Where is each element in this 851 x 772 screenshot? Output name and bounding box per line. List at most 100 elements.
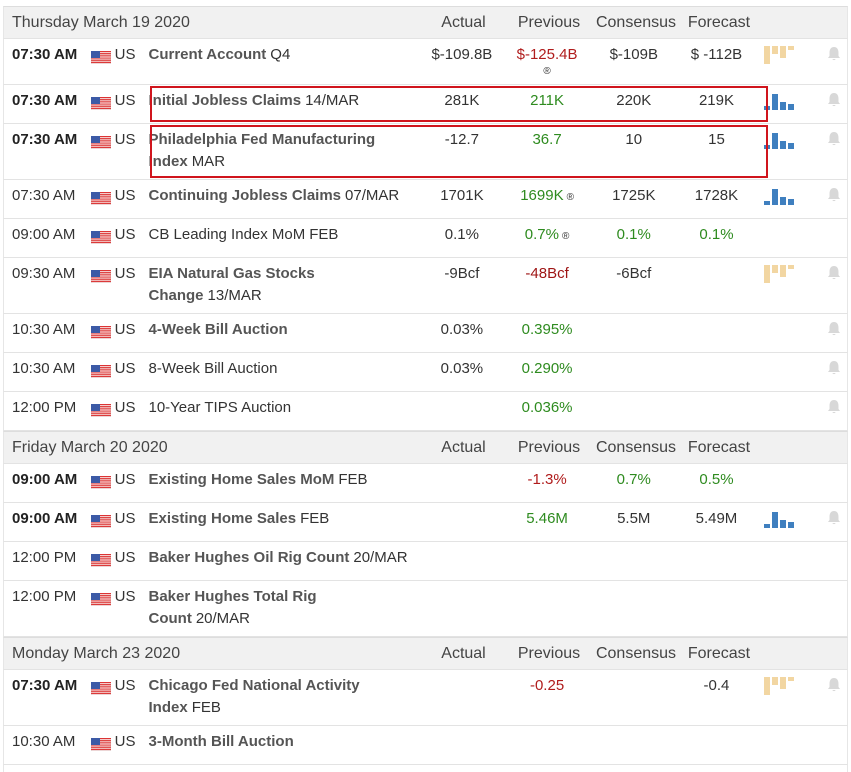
bell-cell bbox=[805, 586, 847, 630]
consensus-cell bbox=[590, 319, 678, 346]
mini-chart-icon[interactable] bbox=[763, 508, 797, 530]
consensus-value: 0.1% bbox=[616, 226, 651, 243]
column-header: Previous bbox=[517, 439, 581, 456]
time: 09:00 AM bbox=[12, 226, 76, 243]
event-cell: Current Account Q4 bbox=[149, 44, 420, 78]
event-name[interactable]: Philadelphia Fed Manufacturing Index bbox=[148, 131, 376, 170]
mini-chart-icon[interactable] bbox=[763, 90, 797, 112]
previous-value: 0.290% bbox=[521, 360, 573, 377]
us-flag bbox=[90, 135, 111, 150]
event-name[interactable]: 4-Week Bill Auction bbox=[148, 321, 288, 338]
event-name[interactable]: Baker Hughes Oil Rig Count bbox=[148, 549, 350, 566]
column-header: Previous bbox=[517, 645, 581, 662]
event-name[interactable]: Chicago Fed National Activity Index bbox=[148, 677, 360, 716]
mini-chart-icon[interactable] bbox=[763, 44, 797, 66]
consensus-value: 1725K bbox=[612, 187, 656, 204]
time: 07:30 AM bbox=[12, 187, 76, 204]
event-name[interactable]: Existing Home Sales MoM bbox=[148, 471, 335, 488]
consensus-cell: -6Bcf bbox=[590, 263, 678, 307]
event-row: 07:30 AM US Philadelphia Fed Manufacturing… bbox=[3, 124, 848, 180]
event-name[interactable]: Continuing Jobless Claims bbox=[148, 187, 342, 204]
previous-cell: -48Bcf bbox=[504, 263, 590, 307]
section-date: Thursday March 19 2020 bbox=[12, 14, 190, 31]
event-name[interactable]: Initial Jobless Claims bbox=[148, 92, 302, 109]
event-cell: CB Leading Index MoM FEB bbox=[149, 224, 420, 251]
event-name[interactable]: Current Account bbox=[148, 46, 267, 63]
us-flag bbox=[90, 681, 111, 696]
bell-cell bbox=[805, 547, 847, 574]
bell-cell bbox=[805, 319, 847, 346]
time: 07:30 AM bbox=[12, 677, 78, 694]
previous-cell: 1699K ® bbox=[504, 185, 590, 212]
event-row: 12:00 PM US Baker Hughes Total Rig Count 20… bbox=[3, 581, 848, 637]
revised-mark: ® bbox=[561, 231, 570, 242]
event-name[interactable]: CB Leading Index MoM bbox=[148, 226, 306, 243]
alert-bell[interactable] bbox=[826, 46, 842, 62]
icon-cell bbox=[755, 547, 805, 574]
us-flag bbox=[90, 50, 111, 65]
event-name[interactable]: 3-Month Bill Auction bbox=[148, 733, 294, 750]
forecast-cell bbox=[678, 358, 756, 385]
bell-cell bbox=[805, 675, 847, 719]
flag-cell bbox=[90, 469, 115, 496]
alert-bell[interactable] bbox=[826, 265, 842, 281]
time: 09:00 AM bbox=[12, 510, 78, 527]
alert-bell[interactable] bbox=[826, 92, 842, 108]
event-name[interactable]: 8-Week Bill Auction bbox=[148, 360, 278, 377]
event-name[interactable]: 10-Year TIPS Auction bbox=[148, 399, 292, 416]
event-name[interactable]: EIA Natural Gas Stocks Change bbox=[148, 265, 315, 304]
consensus-cell: 10 bbox=[590, 129, 678, 173]
forecast-value: 1728K bbox=[694, 187, 739, 204]
event-cell: Philadelphia Fed Manufacturing Index MAR bbox=[149, 129, 420, 173]
alert-bell[interactable] bbox=[826, 510, 842, 526]
time: 10:30 AM bbox=[12, 360, 76, 377]
actual-cell bbox=[420, 547, 505, 574]
mini-chart-icon[interactable] bbox=[763, 263, 797, 285]
alert-bell[interactable] bbox=[826, 399, 842, 415]
forecast-value: 0.1% bbox=[699, 226, 734, 243]
mini-chart-icon[interactable] bbox=[763, 129, 797, 151]
previous-cell: 0.036% bbox=[504, 397, 590, 424]
us-flag bbox=[90, 737, 111, 752]
country: US bbox=[114, 510, 136, 527]
column-header: Actual bbox=[441, 645, 486, 662]
country: US bbox=[114, 471, 136, 488]
event-cell: 4-Week Bill Auction bbox=[149, 319, 420, 346]
event-row: 10:30 AM US 4-Week Bill Auction 0.03% 0.395% bbox=[3, 314, 848, 353]
event-row: 09:00 AM US Existing Home Sales FEB 5.46M 5.5… bbox=[3, 503, 848, 542]
mini-chart-icon[interactable] bbox=[763, 185, 797, 207]
consensus-cell: 1725K bbox=[590, 185, 678, 212]
event-name[interactable]: Baker Hughes Total Rig Count bbox=[148, 588, 317, 627]
flag-cell bbox=[90, 319, 115, 346]
event-cell: Baker Hughes Oil Rig Count 20/MAR bbox=[149, 547, 420, 574]
column-header: Forecast bbox=[687, 439, 751, 456]
alert-bell[interactable] bbox=[826, 131, 842, 147]
consensus-value: -6Bcf bbox=[616, 265, 652, 282]
forecast-cell bbox=[678, 319, 756, 346]
event-row: 07:30 AM US Continuing Jobless Claims 07/MA… bbox=[3, 180, 848, 219]
previous-cell: $-125.4B ® bbox=[504, 44, 590, 78]
forecast-cell: 219K bbox=[678, 90, 756, 117]
event-cell: Continuing Jobless Claims 07/MAR bbox=[149, 185, 420, 212]
alert-bell[interactable] bbox=[826, 321, 842, 337]
mini-chart-icon[interactable] bbox=[763, 675, 797, 697]
actual-cell: 1701K bbox=[420, 185, 505, 212]
section-date: Friday March 20 2020 bbox=[12, 439, 168, 456]
alert-bell[interactable] bbox=[826, 360, 842, 376]
icon-cell bbox=[755, 731, 805, 758]
alert-bell[interactable] bbox=[826, 677, 842, 693]
time: 07:30 AM bbox=[12, 131, 78, 148]
actual-value: $-109.8B bbox=[431, 46, 493, 63]
event-period: FEB bbox=[309, 226, 339, 243]
forecast-value: 5.49M bbox=[695, 510, 738, 527]
event-name[interactable]: Existing Home Sales bbox=[148, 510, 297, 527]
us-flag bbox=[90, 269, 111, 284]
actual-cell bbox=[420, 397, 505, 424]
actual-cell: $-109.8B bbox=[420, 44, 505, 78]
consensus-value: 220K bbox=[616, 92, 652, 109]
icon-cell bbox=[755, 358, 805, 385]
alert-bell[interactable] bbox=[826, 187, 842, 203]
event-row: 12:00 PM US Baker Hughes Oil Rig Count 20/M… bbox=[3, 542, 848, 581]
icon-cell bbox=[755, 508, 805, 535]
bell-cell bbox=[805, 44, 847, 78]
